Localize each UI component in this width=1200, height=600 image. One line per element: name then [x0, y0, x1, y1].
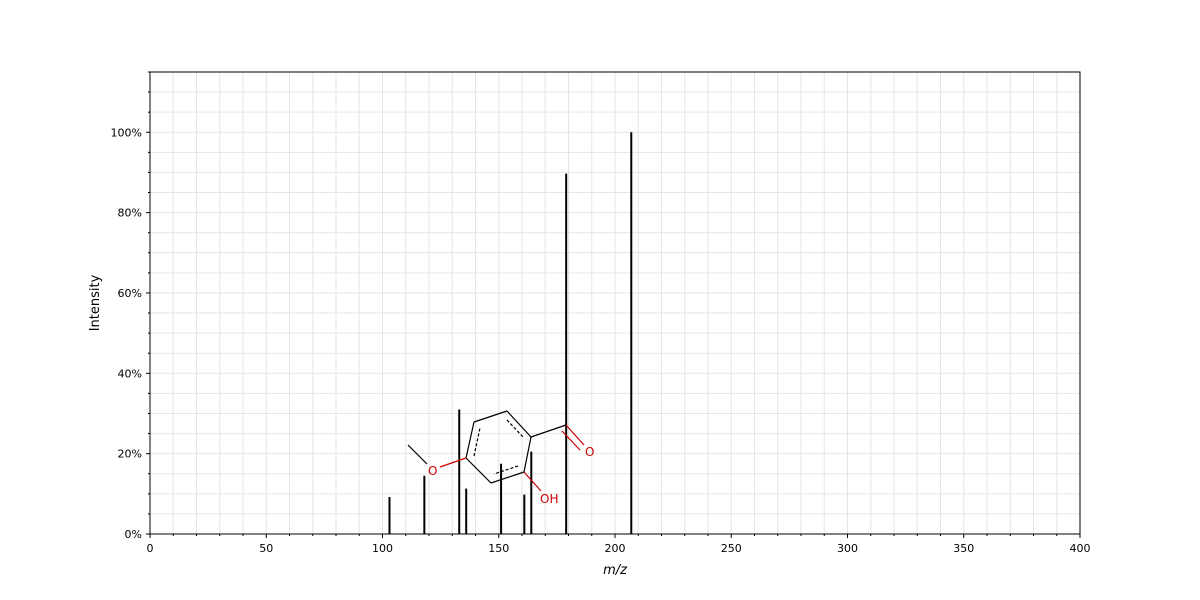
y-axis-label: Intensity — [88, 274, 103, 331]
grid-lines — [149, 71, 1081, 535]
x-tick-label: 150 — [488, 542, 509, 555]
peak-bars — [388, 132, 633, 534]
methyl-bond — [407, 444, 428, 465]
aldehyde-bond — [530, 424, 567, 438]
x-tick-label: 350 — [953, 542, 974, 555]
y-tick-label: 60% — [118, 287, 142, 300]
carbonyl-oxygen-label: O — [585, 445, 594, 459]
hydroxyl-bond — [523, 471, 542, 492]
ring-inner-bond — [493, 465, 519, 475]
molecule-structure: O O OH — [407, 410, 594, 506]
ring-bond — [473, 410, 508, 423]
y-axis-ticks: 0% 20% 40% 60% 80% 100% — [111, 71, 150, 541]
x-tick-label: 400 — [1070, 542, 1091, 555]
y-tick-label: 100% — [111, 126, 142, 139]
ring-bond — [465, 457, 492, 484]
carbonyl-bond — [565, 424, 585, 446]
y-tick-label: 80% — [118, 207, 142, 220]
ring-bond — [465, 421, 475, 459]
x-tick-label: 250 — [721, 542, 742, 555]
x-tick-label: 300 — [837, 542, 858, 555]
x-axis-label: m/z — [603, 563, 628, 578]
ring-inner-bond — [506, 419, 525, 439]
hydroxyl-label: OH — [540, 492, 558, 506]
x-tick-label: 100 — [372, 542, 393, 555]
ring-bond — [490, 471, 525, 484]
x-tick-label: 200 — [605, 542, 626, 555]
x-tick-label: 50 — [259, 542, 273, 555]
x-axis-ticks: 0 50 100 150 200 250 300 350 400 — [147, 534, 1091, 555]
methoxy-bond — [439, 457, 467, 468]
y-tick-label: 20% — [118, 448, 142, 461]
methoxy-oxygen-label: O — [428, 464, 437, 478]
y-tick-label: 0% — [125, 528, 142, 541]
ring-bond — [523, 436, 532, 473]
y-tick-label: 40% — [118, 367, 142, 380]
carbonyl-bond-2 — [561, 430, 581, 451]
x-tick-label: 0 — [147, 542, 154, 555]
ring-bond — [506, 410, 532, 438]
